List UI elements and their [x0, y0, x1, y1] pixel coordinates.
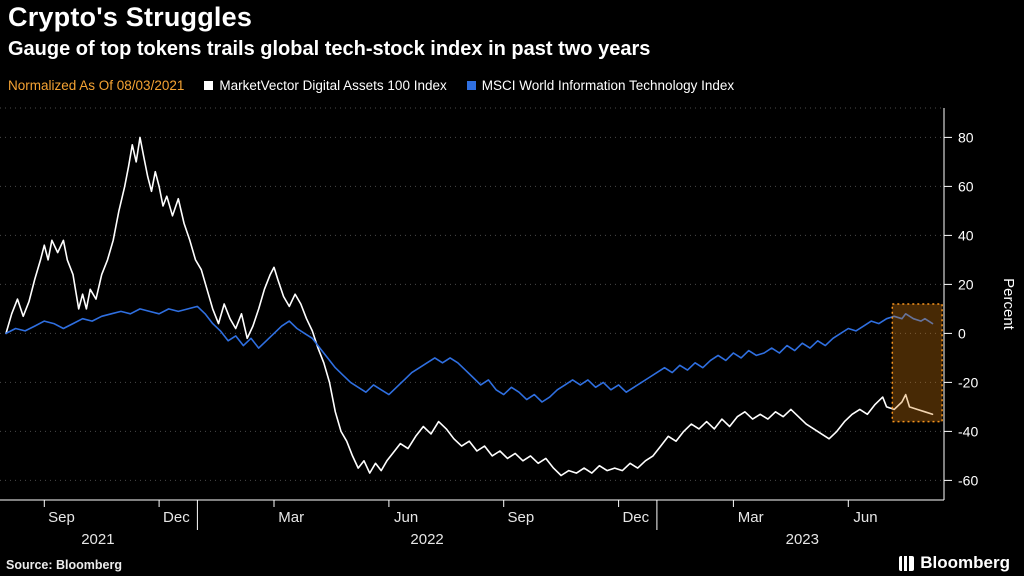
highlight-box — [891, 303, 943, 423]
legend-swatch-msci-index — [466, 81, 476, 90]
legend-item-msci-index: MSCI World Information Technology Index — [466, 78, 735, 93]
y-axis-tick-label: 40 — [958, 227, 974, 243]
series-line-0 — [5, 136, 934, 477]
y-axis-tick-label: -60 — [958, 472, 978, 488]
x-axis-month-label: Jun — [853, 509, 877, 526]
x-axis-year-label: 2022 — [410, 531, 443, 548]
x-axis-month-label: Mar — [738, 509, 764, 526]
y-axis-tick-label: 0 — [958, 325, 966, 341]
bloomberg-wordmark: Bloomberg — [920, 553, 1010, 572]
x-axis-year-label: 2023 — [786, 531, 819, 548]
y-axis-tick-label: 80 — [958, 129, 974, 145]
bloomberg-logo: Bloomberg — [899, 553, 1010, 573]
x-axis-year-label: 2021 — [81, 531, 114, 548]
y-axis-tick-label: 60 — [958, 178, 974, 194]
legend-note: Normalized As Of 08/03/2021 — [8, 78, 185, 93]
y-axis-tick-label: 20 — [958, 276, 974, 292]
x-axis-month-label: Dec — [163, 509, 190, 526]
source-label: Source: Bloomberg — [6, 558, 122, 572]
x-axis-month-label: Dec — [622, 509, 649, 526]
y-axis-title: Percent — [1000, 278, 1017, 331]
x-axis-month-label: Sep — [508, 509, 535, 526]
x-axis-month-label: Jun — [394, 509, 418, 526]
legend-swatch-crypto-index — [204, 81, 214, 90]
y-axis-tick-label: -40 — [958, 423, 978, 439]
chart-title: Crypto's Struggles — [8, 2, 253, 32]
legend-item-crypto-index: MarketVector Digital Assets 100 Index — [204, 78, 447, 93]
x-axis-month-label: Sep — [48, 509, 75, 526]
bloomberg-logo-icon — [899, 555, 915, 571]
legend-label-crypto-index: MarketVector Digital Assets 100 Index — [219, 78, 447, 93]
chart-subtitle: Gauge of top tokens trails global tech-s… — [8, 38, 651, 60]
legend: Normalized As Of 08/03/2021 MarketVector… — [8, 78, 734, 93]
legend-label-msci-index: MSCI World Information Technology Index — [481, 78, 735, 93]
y-axis-tick-label: -20 — [958, 374, 978, 390]
x-axis-month-label: Mar — [278, 509, 304, 526]
series-line-1 — [5, 305, 934, 403]
